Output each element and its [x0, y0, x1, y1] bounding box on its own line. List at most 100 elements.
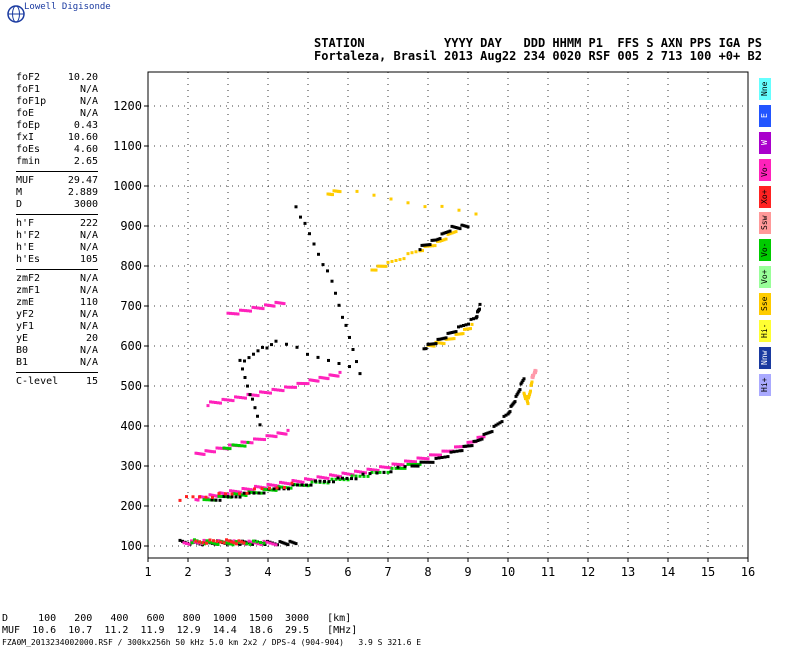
echo-point: [194, 539, 198, 543]
echo-point: [384, 264, 388, 268]
echo-point: [436, 341, 440, 345]
echo-point: [459, 445, 462, 449]
echo-point: [361, 472, 365, 476]
echo-point: [438, 341, 442, 345]
echo-point: [274, 435, 278, 439]
echo-point: [457, 208, 461, 212]
echo-point: [259, 541, 262, 544]
echo-point: [213, 450, 216, 454]
echo-point: [464, 444, 468, 448]
echo-point: [185, 542, 188, 545]
echo-point: [330, 279, 334, 283]
echo-point: [274, 339, 278, 343]
echo-point: [246, 384, 249, 388]
echo-point: [411, 460, 415, 464]
echo-point: [478, 307, 481, 311]
echo-point: [208, 538, 212, 542]
echo-point: [319, 475, 322, 479]
echo-point: [238, 492, 241, 496]
echo-point: [524, 394, 528, 398]
globe-icon: [7, 5, 25, 23]
echo-point: [251, 542, 254, 546]
echo-point: [226, 398, 230, 402]
echo-point: [464, 323, 468, 327]
param-value: N/A: [79, 230, 98, 241]
echo-point: [402, 257, 406, 261]
echo-point: [390, 466, 394, 470]
echo-traces: [178, 189, 538, 547]
echo-point: [259, 306, 262, 310]
echo-point: [246, 440, 250, 444]
echo-point: [243, 376, 247, 379]
echo-point: [421, 249, 424, 253]
echo-point: [291, 483, 295, 487]
echo-point: [250, 441, 254, 445]
echo-point: [316, 379, 320, 383]
echo-point: [496, 422, 500, 426]
echo-point: [205, 541, 208, 545]
echo-point: [227, 539, 231, 543]
echo-point: [372, 268, 376, 272]
echo-point: [466, 440, 470, 444]
echo-point: [244, 309, 247, 313]
echo-point: [516, 391, 520, 395]
echo-point: [448, 331, 452, 335]
echo-point: [526, 402, 530, 406]
echo-point: [220, 446, 224, 450]
echo-point: [526, 400, 529, 404]
echo-point: [329, 473, 332, 477]
echo-point: [450, 337, 454, 341]
echo-point: [354, 477, 358, 481]
echo-point: [308, 378, 312, 382]
echo-point: [194, 498, 198, 502]
param-label: D: [16, 199, 23, 210]
echo-point: [502, 414, 506, 418]
legend-swatch: Nnw: [759, 346, 771, 369]
echo-point: [244, 487, 247, 491]
echo-point: [232, 492, 236, 496]
x-tick-label: 6: [344, 565, 351, 579]
echo-point: [254, 306, 257, 310]
echo-point: [338, 478, 342, 481]
echo-point: [200, 495, 204, 499]
y-tick-label: 200: [120, 499, 142, 513]
param-value: 29.47: [67, 175, 98, 186]
echo-point: [215, 446, 219, 450]
param-label: MUF: [16, 175, 35, 186]
echo-point: [424, 347, 428, 351]
echo-point: [424, 243, 428, 247]
echo-point: [269, 391, 272, 395]
echo-point: [265, 488, 269, 492]
legend-swatch: Hi-: [759, 320, 771, 343]
echo-point: [218, 446, 221, 450]
header-values: Fortaleza, Brasil 2013 Aug22 234 0020 RS…: [314, 49, 762, 63]
echo-point: [336, 474, 340, 478]
echo-point: [242, 491, 246, 495]
echo-point: [330, 477, 334, 481]
x-tick-label: 8: [424, 565, 431, 579]
echo-point: [414, 250, 418, 254]
echo-point: [374, 468, 377, 472]
param-label: zmF1: [16, 285, 41, 296]
echo-point: [314, 379, 318, 383]
echo-point: [260, 437, 264, 441]
echo-point: [376, 264, 380, 268]
echo-point: [234, 495, 238, 499]
echo-point: [398, 258, 402, 262]
echo-point: [321, 263, 325, 267]
echo-point: [529, 389, 532, 393]
echo-point: [247, 356, 251, 360]
echo-point: [474, 212, 478, 216]
param-label: zmF2: [16, 273, 41, 284]
echo-point: [256, 414, 259, 418]
echo-point: [410, 251, 414, 255]
echo-point: [452, 337, 456, 341]
echo-point: [266, 303, 270, 307]
param-separator: [16, 171, 98, 172]
echo-point: [440, 204, 444, 208]
echo-point: [336, 374, 340, 378]
echo-point: [231, 543, 235, 547]
echo-point: [291, 479, 295, 482]
echo-point: [406, 201, 410, 205]
echo-point: [217, 492, 221, 496]
